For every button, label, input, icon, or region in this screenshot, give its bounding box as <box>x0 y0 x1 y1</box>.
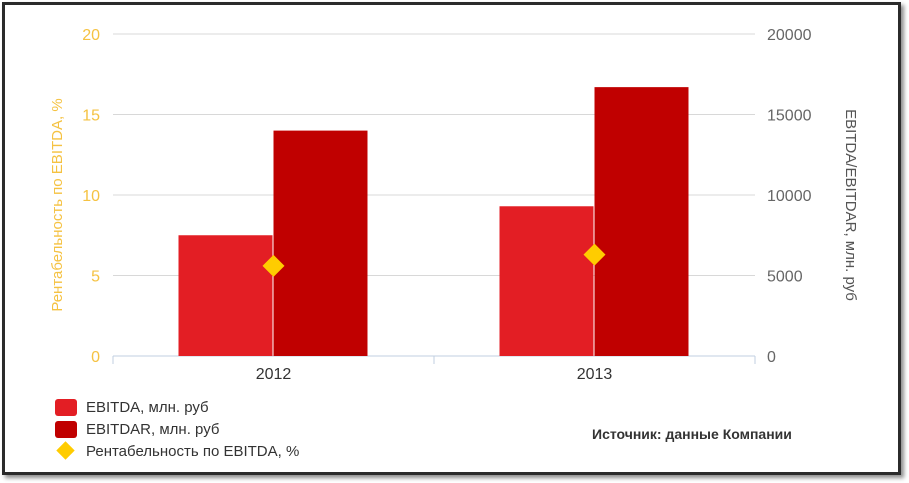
legend-label: EBITDA, млн. руб <box>86 398 209 416</box>
y-right-tick-label: 20000 <box>767 27 812 44</box>
y-left-tick-label: 20 <box>82 27 100 44</box>
legend-item[interactable]: Рентабельность по EBITDA, % <box>55 440 299 462</box>
legend-diamond-icon <box>56 440 75 460</box>
bar-ebitda <box>499 206 594 356</box>
bar-ebitdar <box>273 130 368 356</box>
legend-label: Рентабельность по EBITDA, % <box>86 442 300 460</box>
y-left-tick-label: 0 <box>91 349 100 366</box>
x-tick-label: 2013 <box>577 366 613 383</box>
legend-label: EBITDAR, млн. руб <box>86 420 220 438</box>
legend-item[interactable]: EBITDAR, млн. руб <box>55 418 299 440</box>
x-tick-label: 2012 <box>256 366 292 383</box>
source-note: Источник: данные Компании <box>592 426 792 442</box>
legend-swatch <box>55 420 77 438</box>
y-right-tick-label: 0 <box>767 349 776 366</box>
y-right-axis-title: EBITDA/EBITDAR, млн. руб <box>842 109 859 301</box>
legend-swatch <box>55 398 77 416</box>
legend-marker <box>55 440 77 460</box>
legend-item[interactable]: EBITDA, млн. руб <box>55 396 299 418</box>
chart-frame <box>2 2 901 475</box>
bar-ebitda <box>178 235 273 356</box>
point-ebitda-margin <box>262 254 285 277</box>
y-right-tick-label: 10000 <box>767 188 812 205</box>
point-ebitda-margin <box>583 243 606 266</box>
y-right-tick-label: 15000 <box>767 108 812 125</box>
y-left-axis-title: Рентабельность по EBITDA, % <box>49 98 66 311</box>
y-left-tick-label: 10 <box>82 188 100 205</box>
legend: EBITDA, млн. руб EBITDAR, млн. руб Рентабе… <box>55 396 299 462</box>
y-left-tick-label: 5 <box>91 269 100 286</box>
y-left-tick-label: 15 <box>82 108 100 125</box>
bar-ebitdar <box>594 87 689 356</box>
y-right-tick-label: 5000 <box>767 269 803 286</box>
